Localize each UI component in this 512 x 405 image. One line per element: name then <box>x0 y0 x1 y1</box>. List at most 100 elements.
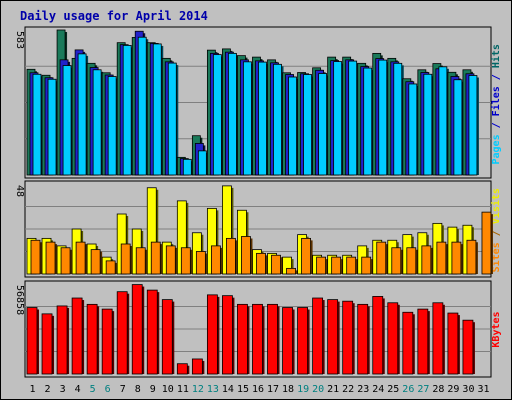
bar-pages-files-hits-pages-day-4-face <box>77 53 87 176</box>
bar-visits-sites-sites-day-18-face <box>286 267 296 275</box>
day-label-17: 17 <box>267 384 279 395</box>
bar-visits-sites-sites-day-21 <box>331 256 343 275</box>
bar-kbytes-kbytes-day-9 <box>146 289 160 375</box>
panel-visits-sites-axis-label-part-2: Visits <box>490 188 502 224</box>
panel-visits-sites-axis-label-part-0: Sites <box>490 242 502 272</box>
panel-pages-files-hits: 583 Pages / Files / Hits <box>14 26 502 179</box>
bar-visits-sites-sites-day-23-face <box>361 256 372 275</box>
bar-kbytes-kbytes-day-24-face <box>372 296 384 375</box>
day-label-30: 30 <box>462 384 474 395</box>
bar-pages-files-hits-pages-day-2 <box>47 78 59 176</box>
bar-kbytes-kbytes-day-3 <box>56 305 70 375</box>
bar-kbytes-kbytes-day-13-face <box>206 294 218 375</box>
day-label-27: 27 <box>417 384 429 395</box>
panel-kbytes-max-label: 56858 <box>14 285 25 315</box>
day-label-29: 29 <box>447 384 459 395</box>
bar-kbytes-kbytes-day-28 <box>432 302 445 375</box>
day-label-13: 13 <box>207 384 219 395</box>
day-label-3: 3 <box>60 384 66 395</box>
bar-kbytes-kbytes-day-20 <box>312 297 325 375</box>
bar-visits-sites-sites-day-2-face <box>45 241 56 275</box>
bar-kbytes-kbytes-day-25-face <box>387 302 399 375</box>
bar-visits-sites-sites-day-14 <box>226 237 238 275</box>
bar-pages-files-hits-pages-day-19-face <box>303 74 312 176</box>
bar-visits-sites-sites-day-3 <box>60 247 73 275</box>
bar-kbytes-kbytes-day-16-face <box>252 303 263 375</box>
bar-kbytes-kbytes-day-10 <box>161 299 175 375</box>
bar-pages-files-hits-pages-day-10-face <box>167 62 177 176</box>
day-label-24: 24 <box>372 384 384 395</box>
panel-kbytes: 56858 KBytes <box>14 280 502 378</box>
panel-visits-sites: 48 Sites / Visits <box>14 180 502 278</box>
bar-visits-sites-sites-day-24-face <box>376 241 387 275</box>
bar-pages-files-hits-pages-day-5-face <box>92 69 102 176</box>
bar-visits-sites-sites-day-12-face <box>195 251 206 275</box>
bar-pages-files-hits-pages-day-18-face <box>288 76 297 176</box>
bar-visits-sites-sites-day-11 <box>180 247 193 275</box>
bar-pages-files-hits-pages-day-25 <box>393 62 404 176</box>
day-label-16: 16 <box>252 384 264 395</box>
bar-pages-files-hits-pages-day-4 <box>77 53 89 176</box>
bar-visits-sites-sites-day-15 <box>241 236 253 275</box>
day-label-21: 21 <box>327 384 339 395</box>
panel-pages-files-hits-max-label: 583 <box>14 31 25 49</box>
day-label-19: 19 <box>297 384 309 395</box>
bar-pages-files-hits-pages-day-13 <box>212 54 224 176</box>
bar-pages-files-hits-pages-day-2-face <box>47 78 57 176</box>
bar-kbytes-kbytes-day-12 <box>191 358 205 375</box>
bar-pages-files-hits-pages-day-8 <box>137 36 149 176</box>
bar-visits-sites-sites-day-22 <box>346 256 358 275</box>
bar-pages-files-hits-pages-day-1 <box>32 73 43 176</box>
bar-kbytes-kbytes-day-19-face <box>297 307 308 375</box>
bar-kbytes-kbytes-day-8 <box>131 284 145 375</box>
panels-layer: 583 Pages / Files / Hits 48 Sites / Visits 5… <box>14 26 502 378</box>
bar-kbytes-kbytes-day-2 <box>41 313 55 375</box>
day-label-20: 20 <box>312 384 324 395</box>
bar-visits-sites-sites-day-19 <box>301 237 313 275</box>
bar-visits-sites-sites-day-28-face <box>436 241 447 275</box>
bar-kbytes-kbytes-day-8-face <box>131 284 143 375</box>
bar-kbytes-kbytes-day-5-face <box>86 303 98 375</box>
bar-kbytes-kbytes-day-28-face <box>432 302 444 375</box>
bar-pages-files-hits-pages-day-26 <box>408 83 419 176</box>
bar-pages-files-hits-pages-day-27-face <box>423 73 433 176</box>
bar-kbytes-kbytes-day-30-face <box>462 319 474 375</box>
bar-visits-sites-sites-day-23 <box>361 256 373 275</box>
bar-pages-files-hits-pages-day-21-face <box>333 61 343 176</box>
bar-pages-files-hits-pages-day-15-face <box>243 61 252 176</box>
bar-visits-sites-sites-day-17-face <box>271 254 281 275</box>
bar-kbytes-kbytes-day-29 <box>447 312 460 375</box>
panel-pages-files-hits-axis-label-part-3: / <box>491 68 502 86</box>
bar-visits-sites-sites-day-6 <box>105 260 118 275</box>
bar-kbytes-kbytes-day-7-face <box>116 291 128 375</box>
bar-kbytes-kbytes-day-6 <box>101 308 115 375</box>
bar-kbytes-kbytes-day-24 <box>372 296 385 375</box>
bar-kbytes-kbytes-day-10-face <box>161 299 173 375</box>
bar-pages-files-hits-pages-day-1-face <box>32 73 42 176</box>
panel-pages-files-hits-axis-label-part-0: Pages <box>491 134 502 164</box>
bar-kbytes-kbytes-day-23-face <box>357 303 369 375</box>
day-label-12: 12 <box>192 384 204 395</box>
chart-title: Daily usage for April 2014 <box>20 9 208 23</box>
bar-pages-files-hits-pages-day-29-face <box>453 79 463 176</box>
bar-kbytes-kbytes-day-30 <box>462 319 475 375</box>
bar-pages-files-hits-pages-day-14 <box>228 52 239 176</box>
day-label-4: 4 <box>75 384 81 395</box>
bar-visits-sites-sites-day-25-face <box>391 247 402 275</box>
bar-pages-files-hits-pages-day-3 <box>62 65 74 176</box>
bar-kbytes-kbytes-day-11 <box>176 363 190 375</box>
bar-pages-files-hits-pages-day-11 <box>182 158 194 176</box>
bar-pages-files-hits-pages-day-28 <box>438 66 449 176</box>
bar-pages-files-hits-pages-day-30-face <box>468 75 478 176</box>
bar-visits-sites-sites-day-18 <box>286 267 298 275</box>
bar-kbytes-kbytes-day-27 <box>417 308 430 375</box>
bar-kbytes-kbytes-day-11-face <box>176 363 188 375</box>
bar-kbytes-kbytes-day-15-face <box>237 303 248 375</box>
bar-visits-sites-sites-day-20 <box>316 256 328 275</box>
bar-visits-sites-sites-day-10-face <box>165 245 176 275</box>
bar-kbytes-kbytes-day-9-face <box>146 289 158 375</box>
bar-pages-files-hits-pages-day-16 <box>258 61 269 176</box>
bar-visits-sites-sites-day-25 <box>391 247 403 275</box>
